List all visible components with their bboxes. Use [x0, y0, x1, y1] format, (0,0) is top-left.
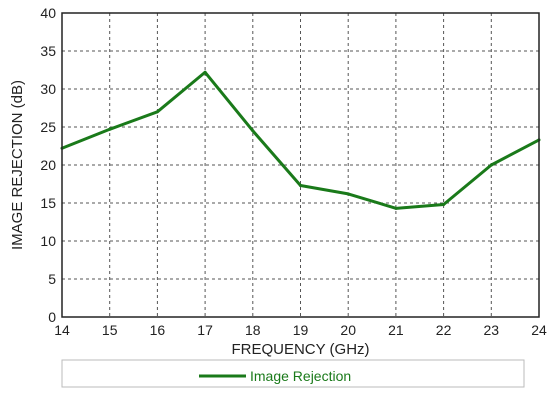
y-tick-label: 30: [40, 81, 56, 97]
data-point: [108, 127, 112, 131]
x-tick-label: 19: [293, 322, 309, 338]
tick-labels: 14 15 16 17 18 19 20 21 22 23 24 0 5 10 15 20 25 30 35 40: [40, 5, 547, 338]
legend-box: [61, 359, 525, 388]
y-axis-title: IMAGE REJECTION (dB): [9, 80, 26, 250]
data-point: [489, 163, 493, 167]
y-tick-label: 0: [48, 309, 56, 325]
plot-frame: [61, 12, 540, 318]
y-tick-label: 10: [40, 233, 56, 249]
x-tick-label: 23: [484, 322, 500, 338]
y-tick-label: 15: [40, 195, 56, 211]
x-tick-label: 20: [340, 322, 356, 338]
grid: [62, 13, 539, 317]
x-tick-label: 14: [54, 322, 70, 338]
y-tick-label: 25: [40, 119, 56, 135]
data-point: [442, 203, 446, 207]
data-point: [394, 206, 398, 210]
y-tick-label: 35: [40, 43, 56, 59]
x-tick-label: 16: [150, 322, 166, 338]
series-lines: [60, 70, 541, 210]
data-point: [299, 184, 302, 188]
data-point: [251, 129, 255, 133]
x-tick-label: 22: [436, 322, 452, 338]
x-axis-title: FREQUENCY (GHz): [231, 341, 369, 358]
data-point: [203, 70, 207, 74]
data-point: [346, 192, 350, 196]
y-tick-label: 20: [40, 157, 56, 173]
data-point: [155, 110, 159, 114]
legend: Image Rejection: [61, 359, 525, 388]
x-tick-label: 15: [102, 322, 118, 338]
x-tick-label: 18: [245, 322, 261, 338]
y-tick-label: 5: [48, 271, 56, 287]
x-tick-label: 21: [388, 322, 404, 338]
x-tick-label: 24: [531, 322, 547, 338]
x-tick-label: 17: [197, 322, 213, 338]
y-tick-label: 40: [40, 5, 56, 21]
legend-label: Image Rejection: [250, 368, 351, 384]
